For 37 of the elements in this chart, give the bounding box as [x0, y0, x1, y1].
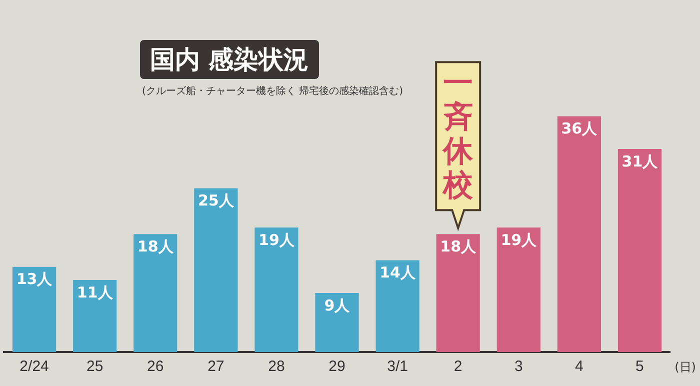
data-label: 19人: [258, 230, 296, 249]
bar: [254, 228, 298, 352]
data-label: 14人: [380, 264, 416, 282]
x-tick-label: 26: [147, 358, 164, 376]
bar: [134, 234, 178, 352]
bar: [436, 234, 480, 352]
data-label: 36人: [561, 120, 598, 138]
data-label: 31人: [622, 152, 659, 170]
annotation: 一斉休校: [442, 66, 474, 203]
x-tick-label: 28: [268, 358, 285, 376]
x-tick-label: 5: [636, 358, 644, 376]
data-label: 11人: [76, 283, 114, 302]
x-tick-label: 27: [208, 358, 224, 376]
bar: [12, 266, 56, 352]
bar: [73, 280, 117, 352]
chart-subtitle: (クルーズ船・チャーター機を除く 帰宅後の感染確認含む): [142, 84, 403, 98]
bar: [315, 293, 359, 352]
data-label: 25人: [198, 192, 235, 210]
bar: [496, 228, 540, 352]
x-axis-title: (日): [674, 360, 696, 374]
bar: [194, 188, 238, 352]
x-tick-label: 29: [328, 358, 346, 376]
x-tick-label: 3: [514, 358, 523, 376]
bar: [618, 148, 662, 352]
data-label: 18人: [137, 237, 174, 256]
data-label: 18人: [440, 237, 478, 256]
x-tick-label: 4: [575, 358, 584, 376]
data-label: 9人: [324, 296, 351, 314]
data-label: 13人: [16, 270, 54, 288]
bar: [376, 260, 420, 352]
x-tick-label: 2/24: [20, 358, 49, 376]
data-label: 19人: [500, 230, 538, 249]
x-tick-label: 25: [86, 358, 104, 376]
chart-title: 国内 感染状況: [140, 40, 319, 79]
x-tick-label: 2: [454, 358, 462, 376]
x-tick-label: 3/1: [387, 358, 408, 376]
bar: [557, 116, 601, 352]
